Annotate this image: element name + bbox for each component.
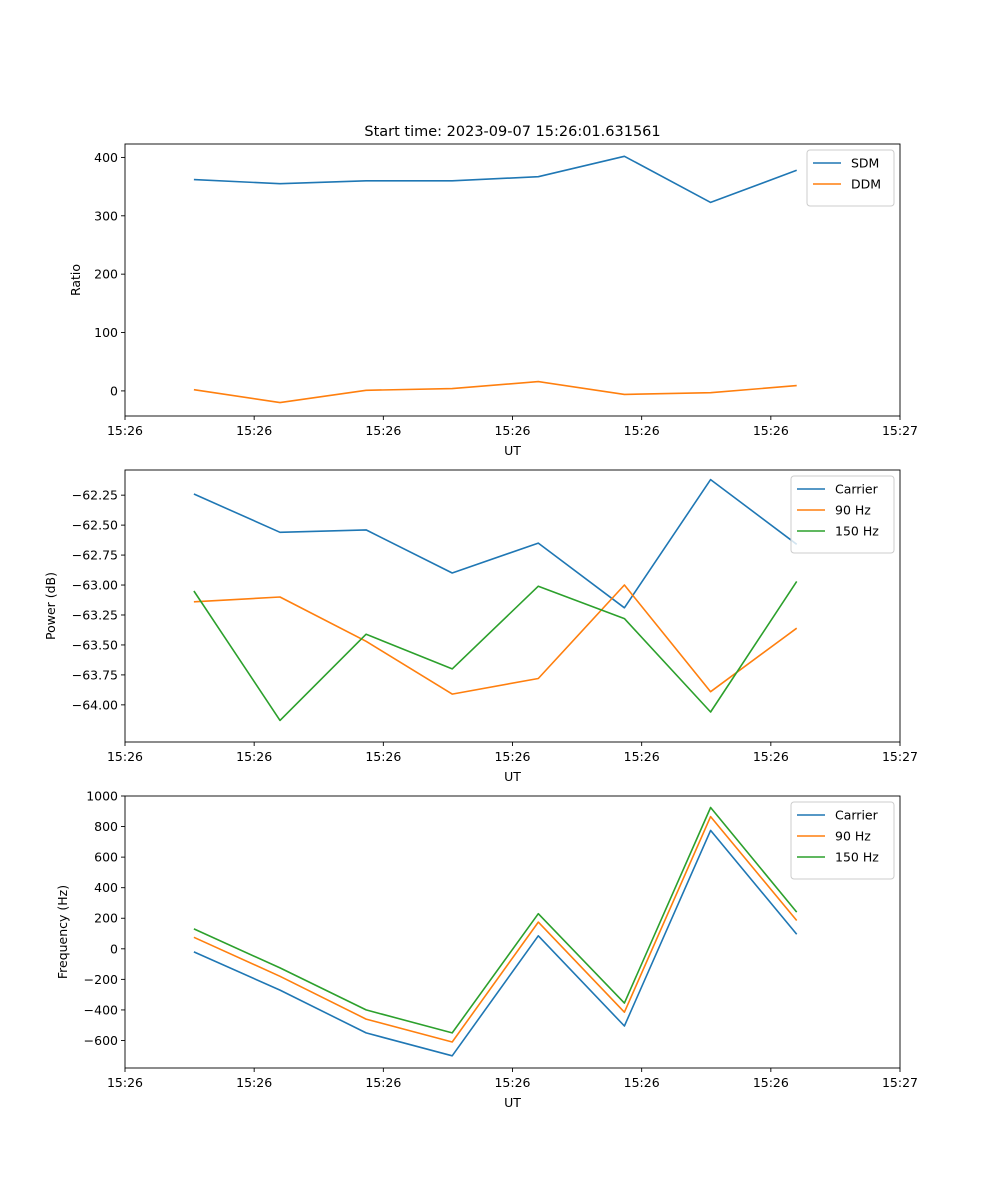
power-legend bbox=[790, 475, 895, 554]
ratio-xtick-label: 15:26 bbox=[624, 423, 660, 438]
ratio-xtick-label: 15:26 bbox=[365, 423, 401, 438]
power-ytick-label: −63.00 bbox=[72, 578, 118, 593]
frequency-series-carrier bbox=[193, 829, 798, 1057]
frequency-legend-label: 90 Hz bbox=[835, 829, 871, 844]
frequency-ytick-label: −400 bbox=[84, 1002, 118, 1017]
power-legend-label: 90 Hz bbox=[835, 503, 871, 518]
frequency-ytick-label: 0 bbox=[110, 941, 118, 956]
frequency-ytick-label: −600 bbox=[84, 1033, 118, 1048]
frequency-xtick-label: 15:27 bbox=[882, 1075, 918, 1090]
power-xtick-label: 15:26 bbox=[753, 749, 789, 764]
ratio-xtick-label: 15:27 bbox=[882, 423, 918, 438]
frequency-ytick-label: 600 bbox=[94, 850, 118, 865]
frequency-xtick-label: 15:26 bbox=[753, 1075, 789, 1090]
power-axes-frame bbox=[124, 469, 901, 743]
frequency-xtick-label: 15:26 bbox=[624, 1075, 660, 1090]
power-ytick-label: −62.75 bbox=[72, 548, 118, 563]
frequency-chart-xlabel: UT bbox=[504, 1095, 521, 1110]
ratio-xtick-label: 15:26 bbox=[753, 423, 789, 438]
power-xtick-label: 15:26 bbox=[494, 749, 530, 764]
ratio-ytick-label: 200 bbox=[94, 267, 118, 282]
frequency-xtick-label: 15:26 bbox=[236, 1075, 272, 1090]
ratio-chart-xlabel: UT bbox=[504, 443, 521, 458]
frequency-legend-label: 150 Hz bbox=[835, 850, 879, 865]
ratio-ytick-label: 300 bbox=[94, 208, 118, 223]
ratio-xtick-label: 15:26 bbox=[236, 423, 272, 438]
power-ytick-label: −63.50 bbox=[72, 637, 118, 652]
frequency-axes-frame bbox=[124, 795, 901, 1069]
ratio-legend bbox=[806, 149, 895, 207]
ratio-xtick-label: 15:26 bbox=[107, 423, 143, 438]
ratio-axes-frame bbox=[124, 143, 901, 417]
power-legend-label: 150 Hz bbox=[835, 524, 879, 539]
ratio-legend-label: DDM bbox=[851, 177, 881, 192]
frequency-legend-label: Carrier bbox=[835, 808, 879, 823]
power-chart-xlabel: UT bbox=[504, 769, 521, 784]
ratio-chart-ylabel: Ratio bbox=[68, 264, 83, 296]
frequency-ytick-label: 800 bbox=[94, 819, 118, 834]
frequency-legend bbox=[790, 801, 895, 880]
power-chart-ylabel: Power (dB) bbox=[43, 572, 58, 640]
power-xtick-label: 15:26 bbox=[236, 749, 272, 764]
frequency-series-150-hz bbox=[193, 806, 798, 1034]
frequency-ytick-label: 200 bbox=[94, 911, 118, 926]
power-ytick-label: −63.75 bbox=[72, 667, 118, 682]
frequency-xtick-label: 15:26 bbox=[107, 1075, 143, 1090]
figure-title: Start time: 2023-09-07 15:26:01.631561 bbox=[364, 124, 660, 140]
power-chart: UT Power (dB) 15:26 15:26 15:26 15:26 15:26 1… bbox=[43, 469, 918, 784]
ratio-xtick-label: 15:26 bbox=[494, 423, 530, 438]
power-xtick-label: 15:26 bbox=[107, 749, 143, 764]
frequency-chart-ylabel: Frequency (Hz) bbox=[55, 885, 70, 979]
power-xtick-label: 15:26 bbox=[365, 749, 401, 764]
ratio-ytick-label: 100 bbox=[94, 325, 118, 340]
ratio-chart: UT Ratio 15:26 15:26 15:26 15:26 15:26 15:26 1… bbox=[68, 143, 918, 458]
power-xtick-label: 15:27 bbox=[882, 749, 918, 764]
power-series-90-hz bbox=[193, 584, 798, 695]
power-ytick-label: −64.00 bbox=[72, 697, 118, 712]
ratio-ytick-label: 0 bbox=[110, 383, 118, 398]
ratio-legend-label: SDM bbox=[851, 156, 879, 171]
ratio-series-ddm bbox=[193, 380, 797, 404]
power-ytick-label: −63.25 bbox=[72, 607, 118, 622]
power-legend-label: Carrier bbox=[835, 482, 879, 497]
frequency-chart: UT Frequency (Hz) 15:26 15:26 15:26 15:26 15… bbox=[55, 789, 918, 1111]
power-ytick-label: −62.25 bbox=[72, 488, 118, 503]
frequency-ytick-label: 400 bbox=[94, 880, 118, 895]
frequency-xtick-label: 15:26 bbox=[494, 1075, 530, 1090]
power-ytick-label: −62.50 bbox=[72, 518, 118, 533]
frequency-series-90-hz bbox=[193, 815, 798, 1043]
power-xtick-label: 15:26 bbox=[624, 749, 660, 764]
frequency-ytick-label: 1000 bbox=[86, 789, 118, 804]
ratio-series-sdm bbox=[193, 155, 797, 204]
ratio-ytick-label: 400 bbox=[94, 150, 118, 165]
frequency-ytick-label: −200 bbox=[84, 972, 118, 987]
power-series-150-hz bbox=[193, 580, 798, 722]
frequency-xtick-label: 15:26 bbox=[365, 1075, 401, 1090]
power-series-carrier bbox=[193, 478, 798, 609]
